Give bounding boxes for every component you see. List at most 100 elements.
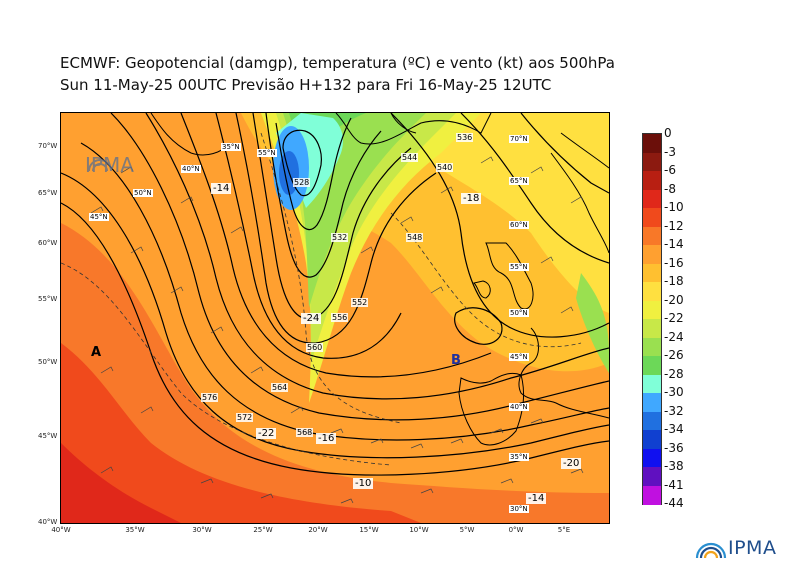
longitude-label: 35°W	[125, 526, 145, 534]
longitude-label: 10°W	[409, 526, 429, 534]
colorbar-swatch	[643, 171, 661, 190]
grid-latitude-label: 65°N	[509, 177, 529, 185]
latitude-label: 70°W	[38, 142, 58, 150]
contour-label: 528	[293, 178, 311, 187]
colorbar-tick-label: -10	[664, 200, 684, 214]
colorbar-swatch	[643, 337, 661, 357]
latitude-label: 45°W	[38, 432, 58, 440]
grid-latitude-label: 35°N	[221, 143, 241, 151]
temperature-label: -10	[353, 478, 374, 489]
colorbar-tick-label: -41	[664, 477, 684, 492]
colorbar-tick-label: -26	[664, 348, 684, 362]
ipma-footer-logo: IPMA	[694, 536, 776, 560]
contour-label: 552	[351, 298, 369, 307]
grid-latitude-label: 70°N	[509, 135, 529, 143]
temp-zone-warm	[61, 223, 609, 523]
chart-title-line2: Sun 11-May-25 00UTC Previsão H+132 para …	[60, 76, 552, 94]
wind-barbs	[90, 156, 584, 504]
colorbar-tick-label: -28	[664, 366, 684, 381]
colorbar-swatch	[643, 374, 661, 394]
colorbar-swatch	[643, 485, 661, 505]
longitude-label: 25°W	[253, 526, 273, 534]
temperature-label: -24	[301, 313, 322, 324]
longitude-label: 20°W	[308, 526, 328, 534]
contour-label: 572	[236, 413, 254, 422]
temperature-label: -14	[211, 183, 232, 194]
colorbar-swatch	[643, 282, 661, 301]
colorbar-tick-label: -3	[664, 144, 676, 159]
colorbar-swatch	[643, 356, 661, 375]
longitude-label: 5°W	[459, 526, 475, 534]
grid-latitude-label: 30°N	[509, 505, 529, 513]
grid-latitude-label: 55°N	[509, 263, 529, 271]
temp-zone-hot	[61, 343, 421, 523]
contour-label: 564	[271, 383, 289, 392]
grid-latitude-label: 60°N	[509, 221, 529, 229]
colorbar-swatch	[643, 208, 661, 227]
temperature-label: -20	[561, 458, 582, 469]
grid-latitude-label: 55°N	[257, 149, 277, 157]
colorbar-swatch	[643, 467, 661, 486]
grid-latitude-label: 40°N	[509, 403, 529, 411]
longitude-label: 0°W	[508, 526, 524, 534]
temp-zone-ne-green	[576, 273, 609, 373]
longitude-label: 40°W	[51, 526, 71, 534]
temperature-label: -18	[461, 193, 482, 204]
grid-latitude-label: 40°N	[181, 165, 201, 173]
coastlines	[150, 113, 609, 446]
temp-zone-hottest	[61, 443, 181, 523]
colorbar-swatch	[643, 245, 661, 264]
high-pressure-marker: A	[91, 345, 102, 360]
colorbar-tick-label: -16	[664, 255, 684, 270]
contour-label: 568	[296, 428, 314, 437]
temperature-label: -22	[256, 428, 277, 439]
contour-label: 556	[331, 313, 349, 322]
colorbar-tick-label: -18	[664, 274, 684, 288]
grid-latitude-label: 50°N	[133, 189, 153, 197]
colorbar-tick-label: -20	[664, 292, 684, 307]
colorbar-tick-label: -24	[664, 329, 684, 344]
colorbar-tick-label: 0	[664, 126, 672, 140]
temperature-colorbar	[642, 133, 662, 505]
latitude-label: 60°W	[38, 239, 58, 247]
colorbar-tick-label: -22	[664, 311, 684, 325]
colorbar-tick-label: -6	[664, 163, 676, 177]
ipma-watermark-logo: IPMA	[85, 153, 134, 177]
contour-label: 540	[436, 163, 454, 172]
colorbar-tick-label: -38	[664, 459, 684, 473]
latitude-label: 40°W	[38, 518, 58, 526]
ipma-arc-icon	[88, 159, 112, 172]
contour-label: 548	[406, 233, 424, 242]
colorbar-swatch	[643, 300, 661, 320]
contour-label: 560	[306, 343, 324, 352]
contour-label: 532	[331, 233, 349, 242]
colorbar-swatch	[643, 393, 661, 412]
colorbar-swatch	[643, 226, 661, 246]
contour-label: 544	[401, 153, 419, 162]
longitude-label: 5°E	[557, 526, 571, 534]
colorbar-tick-label: -36	[664, 440, 684, 455]
ipma-logo-icon	[695, 542, 727, 559]
colorbar-tick-label: -8	[664, 181, 676, 196]
colorbar-swatch	[643, 319, 661, 338]
isotherms	[61, 132, 582, 466]
contour-label: 576	[201, 393, 219, 402]
forecast-map: IPMA A B 576 572 568 564 560 556 552 548 544 540 5…	[60, 112, 610, 524]
temperature-label: -14	[526, 493, 547, 504]
colorbar-tick-label: -32	[664, 403, 684, 418]
temperature-label: -16	[316, 433, 337, 444]
grid-latitude-label: 45°N	[509, 353, 529, 361]
colorbar-swatch	[643, 152, 661, 172]
colorbar-tick-label: -14	[664, 237, 684, 251]
chart-title-line1: ECMWF: Geopotencial (damgp), temperatura…	[60, 54, 615, 72]
colorbar-swatch	[643, 134, 661, 153]
colorbar-tick-label: -12	[664, 218, 684, 233]
colorbar-tick-label: -34	[664, 422, 684, 436]
grid-latitude-label: 35°N	[509, 453, 529, 461]
latitude-label: 65°W	[38, 189, 58, 197]
temp-zone-cool	[361, 113, 609, 313]
longitude-label: 30°W	[192, 526, 212, 534]
colorbar-tick-label: -44	[664, 496, 684, 510]
colorbar-swatch	[643, 263, 661, 283]
colorbar-tick-label: -30	[664, 385, 684, 399]
